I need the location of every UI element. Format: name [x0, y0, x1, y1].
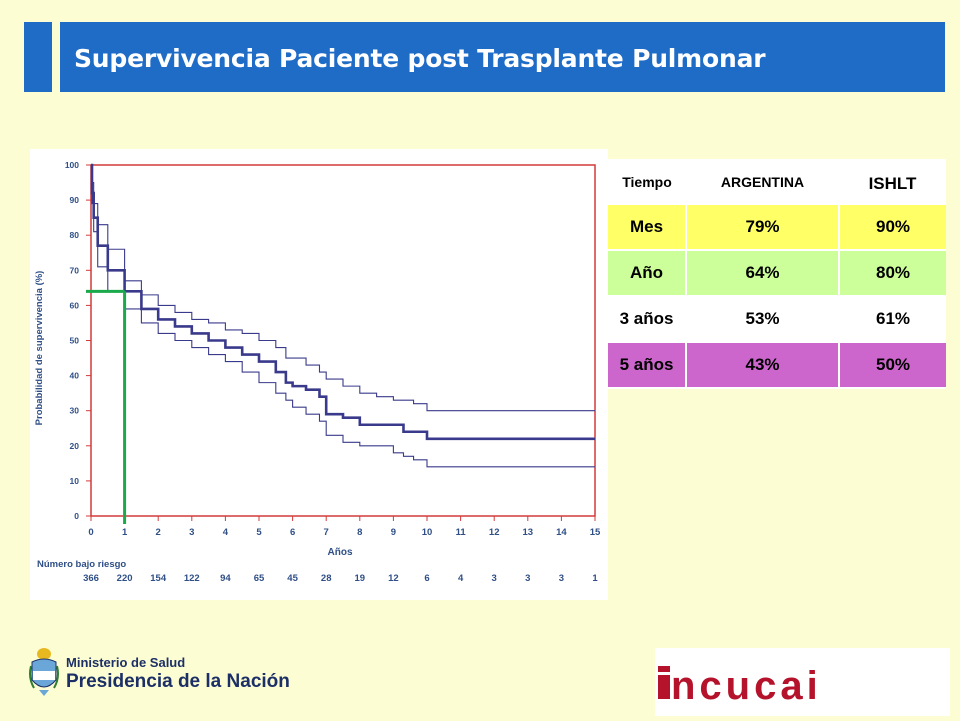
x-tick-label: 12: [489, 527, 500, 538]
header-ishlt: ISHLT: [839, 159, 946, 205]
at-risk-value: 220: [117, 573, 133, 584]
at-risk-value: 12: [388, 573, 399, 584]
table-cell: 64%: [685, 250, 839, 297]
y-tick-label: 40: [70, 371, 80, 381]
page-title: Supervivencia Paciente post Trasplante P…: [74, 44, 766, 73]
table-cell: 50%: [838, 342, 946, 389]
ministry-line1: Ministerio de Salud: [66, 655, 186, 670]
table-cell: 61%: [838, 296, 946, 343]
plot-frame: [90, 164, 596, 517]
chart-svg: 0 1 2 3 4 5 6 7 8 9 10 11 12 13 14 15010203040506070809…: [34, 160, 601, 584]
x-tick-label: 8: [357, 527, 362, 538]
y-tick-label: 80: [70, 230, 80, 240]
at-risk-value: 366: [83, 573, 99, 584]
at-risk-value: 28: [321, 573, 332, 584]
table-row: 3 años 53% 61%: [608, 296, 946, 343]
ministry-line2: Presidencia de la Nación: [66, 671, 290, 692]
svg-text:ncucai: ncucai: [671, 664, 822, 708]
table-row: Año 64% 80%: [608, 250, 946, 297]
table-cell: 80%: [838, 250, 946, 297]
x-tick-label: 3: [189, 527, 194, 538]
x-tick-label: 15: [590, 527, 601, 538]
chart-annotation: [86, 289, 127, 524]
at-risk-row: 366 220 154 122 94 65 45 28 19 12 6 4 3 3 3 1: [83, 573, 598, 584]
at-risk-value: 45: [287, 573, 298, 584]
y-tick-label: 20: [70, 441, 80, 451]
at-risk-value: 3: [559, 573, 564, 584]
at-risk-value: 122: [184, 573, 200, 584]
x-tick-label: 6: [290, 527, 295, 538]
y-tick-label: 90: [70, 195, 80, 205]
table-cell: Mes: [608, 205, 686, 251]
at-risk-value: 19: [355, 573, 366, 584]
x-tick-label: 13: [523, 527, 534, 538]
x-tick-label: 9: [391, 527, 396, 538]
x-tick-label: 5: [256, 527, 262, 538]
x-axis-label: Años: [328, 547, 353, 558]
header-bar: [60, 22, 945, 92]
table-cell: 90%: [838, 205, 946, 251]
table-cell: 53%: [685, 296, 839, 343]
at-risk-value: 94: [220, 573, 231, 584]
y-tick-label: 50: [70, 336, 80, 346]
at-risk-label: Número bajo riesgo: [37, 559, 126, 570]
x-tick-label: 14: [556, 527, 567, 538]
survival-table: Tiempo ARGENTINA ISHLT Mes 79% 90% Año 64% 80…: [608, 159, 946, 389]
y-tick-label: 10: [70, 476, 80, 486]
table-cell: 79%: [685, 205, 839, 251]
x-tick-label: 10: [422, 527, 433, 538]
incucai-logo-image: ncucai: [658, 664, 822, 708]
at-risk-value: 6: [424, 573, 429, 584]
y-tick-label: 60: [70, 300, 80, 310]
header-argentina: ARGENTINA: [686, 159, 839, 205]
x-tick-label: 0: [88, 527, 93, 538]
y-tick-label: 70: [70, 265, 80, 275]
survival-curve-upper: [91, 164, 595, 412]
table-cell: 5 años: [608, 342, 686, 389]
at-risk-value: 3: [492, 573, 497, 584]
survival-curve-estimate: [90, 163, 595, 441]
header-accent: [24, 22, 52, 92]
x-tick-label: 11: [456, 527, 467, 538]
ministry-brand: Ministerio de Salud Presidencia de la Na…: [28, 644, 290, 700]
incucai-logo: ncucai: [655, 648, 950, 716]
x-tick-label: 1: [122, 527, 128, 538]
at-risk-value: 1: [592, 573, 598, 584]
table-row: 5 años 43% 50%: [608, 342, 946, 389]
table-row: Mes 79% 90%: [608, 205, 946, 251]
at-risk-value: 4: [458, 573, 464, 584]
y-tick-label: 0: [74, 511, 79, 521]
y-axis-label: Probabilidad de supervivencia (%): [34, 271, 45, 426]
table-cell: 3 años: [608, 296, 686, 343]
at-risk-value: 3: [525, 573, 530, 584]
chart-axes: [86, 164, 596, 521]
y-tick-label: 100: [65, 160, 79, 170]
table-header-row: Tiempo ARGENTINA ISHLT: [608, 159, 946, 205]
table-cell: Año: [608, 250, 686, 297]
coat-of-arms-icon: [29, 648, 59, 696]
at-risk-value: 65: [254, 573, 265, 584]
at-risk-value: 154: [150, 573, 167, 584]
x-tick-label: 7: [324, 527, 329, 538]
survival-chart: 0 1 2 3 4 5 6 7 8 9 10 11 12 13 14 15 0 10 20 30 40 50 60 70 80 9…: [30, 149, 608, 600]
y-tick-label: 30: [70, 406, 80, 416]
chart-labels: 0 1 2 3 4 5 6 7 8 9 10 11 12 13 14 15010203040506070809…: [65, 160, 601, 538]
header-tiempo: Tiempo: [608, 159, 686, 205]
x-tick-label: 2: [156, 527, 161, 538]
x-tick-label: 4: [223, 527, 229, 538]
table-cell: 43%: [685, 342, 839, 389]
